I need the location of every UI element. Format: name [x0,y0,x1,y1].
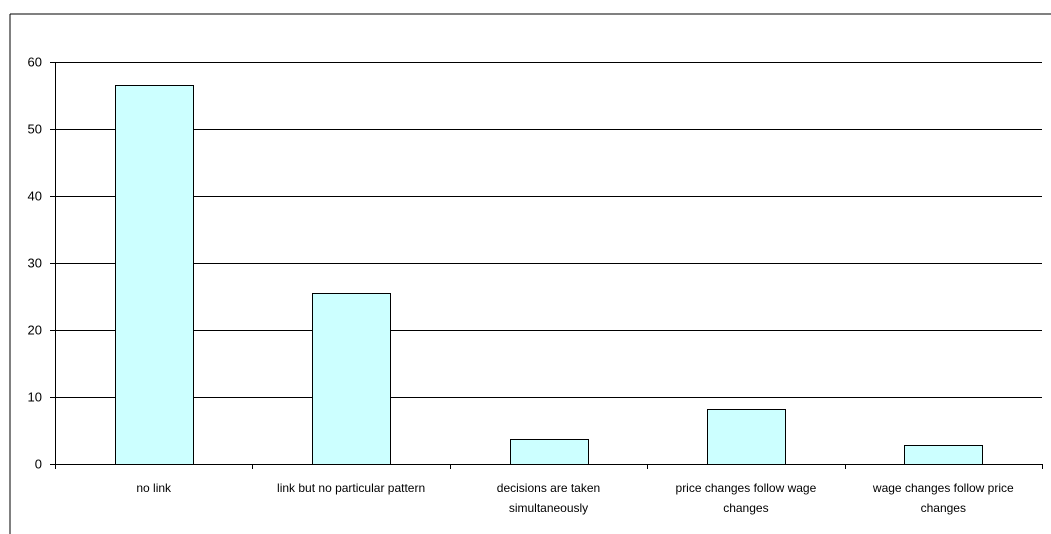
bar [904,445,983,465]
x-tick-label: decisions are taken [497,481,600,495]
labels: 0 10 20 30 40 50 60 no link link but no particul… [28,55,1014,516]
bar [510,439,589,465]
x-tick-label: simultaneously [509,501,588,515]
y-tick-label: 30 [28,256,42,271]
x-tick-label: price changes follow wage [676,481,817,495]
x-tick-label: changes [723,501,768,515]
bar [115,85,194,465]
gridlines [55,62,1042,398]
axes [50,62,1043,469]
bar [312,293,391,465]
y-tick-label: 0 [35,457,42,472]
x-tick-label: wage changes follow price [872,481,1014,495]
bar [707,409,786,465]
bars [115,85,983,465]
y-tick-label: 10 [28,390,42,405]
y-tick-label: 60 [28,55,42,70]
x-tick-label: link but no particular pattern [277,481,425,495]
x-tick-label: changes [921,501,966,515]
y-tick-label: 40 [28,189,42,204]
y-tick-label: 20 [28,323,42,338]
x-tick-label: no link [136,481,172,495]
y-tick-label: 50 [28,122,42,137]
